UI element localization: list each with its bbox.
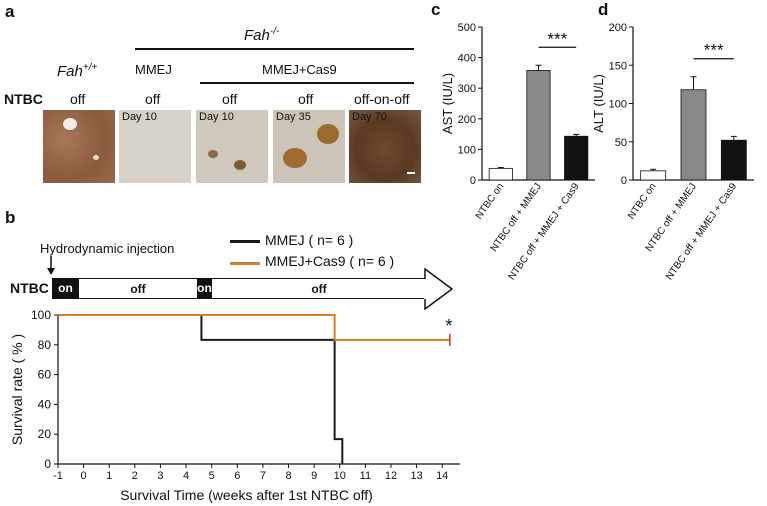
alt-y-tick-label: 0 [621, 175, 627, 187]
survival-x-tick-label: 4 [183, 470, 189, 482]
panel-a-letter: a [5, 2, 15, 21]
ast-y-tick-label: 400 [458, 53, 476, 65]
legend-label-mmej-cas9: MMEJ+Cas9 ( n= 6 ) [265, 253, 395, 269]
ast-category-label: NTBC off + MMEJ + Cas9 [506, 181, 581, 282]
ast-bar [564, 135, 589, 181]
alt-y-axis-title: ALT (IU/L) [591, 74, 606, 133]
alt-y-tick-label: 200 [609, 22, 627, 34]
alt-category-label: NTBC off + MMEJ + Cas9 [664, 181, 739, 282]
ast-y-tick-label: 100 [458, 144, 476, 156]
fah-ko-bracket [135, 48, 414, 50]
ast-significance-stars: *** [547, 29, 567, 48]
timeline-segment-off-2: off [212, 278, 426, 299]
condition-4: off [298, 91, 314, 107]
injection-label: Hydrodynamic injection [40, 241, 175, 256]
ntbc-row-label: NTBC [4, 91, 43, 107]
survival-x-axis-title: Survival Time (weeks after 1st NTBC off) [120, 487, 373, 503]
timeline-segment-off-1: off [79, 278, 197, 299]
condition-2: off [145, 91, 161, 107]
survival-x-tick-label: 5 [209, 470, 215, 482]
fah-ko-label: Fah-/- [244, 26, 280, 44]
survival-x-tick-label: 9 [311, 470, 317, 482]
survival-y-tick-label: 60 [38, 368, 52, 382]
alt-y-tick-label: 100 [609, 99, 627, 111]
condition-5: off-on-off [354, 91, 410, 107]
survival-x-tick-label: 0 [81, 470, 87, 482]
survival-line-mmej-cas9 [58, 314, 450, 341]
ast-y-tick-label: 300 [458, 83, 476, 95]
alt-bar [720, 139, 747, 181]
legend-swatch-mmej [230, 240, 260, 243]
survival-x-tick-label: 6 [234, 470, 240, 482]
condition-3: off [222, 91, 238, 107]
ast-y-tick-label: 200 [458, 114, 476, 126]
panel-b-letter: b [5, 208, 16, 227]
survival-x-tick-label: 1 [106, 470, 112, 482]
legend-label-mmej: MMEJ ( n= 6 ) [265, 232, 354, 248]
ast-category-label: NTBC on [474, 181, 507, 221]
ast-bar [526, 70, 551, 181]
histology-tile-wt [43, 110, 115, 183]
histology-tile-cas9-day10: Day 10 [196, 110, 268, 183]
ast-y-tick-label: 0 [470, 175, 476, 187]
mmej-group-label: MMEJ [135, 62, 172, 77]
timeline-ntbc-label: NTBC [10, 280, 49, 296]
survival-significance-star: * [445, 316, 452, 336]
legend-swatch-mmej-cas9 [230, 262, 260, 265]
fah-wt-label: Fah+/+ [57, 62, 98, 80]
ast-y-tick-label: 500 [458, 22, 476, 34]
survival-x-tick-label: 13 [410, 470, 422, 482]
timeline-segment-on-1: on [52, 278, 79, 299]
survival-y-axis-title: Survival rate ( % ) [9, 334, 25, 445]
survival-x-tick-label: 3 [157, 470, 163, 482]
timeline-arrowhead-icon [424, 268, 454, 310]
survival-x-tick-label: 10 [334, 470, 346, 482]
survival-x-tick-label: 2 [132, 470, 138, 482]
survival-x-tick-label: 12 [385, 470, 397, 482]
histology-tile-cas9-day35: Day 35 [273, 110, 345, 183]
histology-tile-mmej-day10: Day 10 [119, 110, 191, 183]
ast-bar [488, 167, 513, 181]
timeline-segment-on-2: on [197, 278, 212, 299]
ast-y-axis-title: AST (IU/L) [440, 73, 455, 134]
survival-y-tick-label: 100 [31, 308, 51, 322]
alt-bar [640, 170, 667, 181]
survival-x-tick-label: 7 [260, 470, 266, 482]
survival-x-tick-label: 11 [360, 470, 371, 482]
survival-line-mmej [58, 314, 344, 464]
mmej-cas9-group-label: MMEJ+Cas9 [262, 62, 337, 77]
alt-bar [680, 89, 707, 181]
survival-y-tick-label: 40 [38, 397, 52, 411]
alt-category-label: NTBC on [626, 181, 659, 221]
survival-y-tick-label: 80 [38, 338, 52, 352]
condition-1: off [70, 91, 86, 107]
survival-x-tick-label: 14 [436, 470, 448, 482]
alt-y-tick-label: 150 [609, 60, 627, 72]
histology-tile-cas9-day70: Day 70 [349, 110, 421, 183]
ast-panel-letter: c [431, 0, 440, 19]
alt-significance-stars: *** [704, 41, 724, 60]
alt-panel-letter: d [598, 0, 608, 19]
survival-y-tick-label: 20 [38, 427, 52, 441]
mmej-cas9-bracket [200, 82, 414, 84]
alt-y-tick-label: 50 [615, 137, 627, 149]
survival-y-tick-label: 0 [44, 457, 51, 471]
survival-x-tick-label: 8 [285, 470, 291, 482]
injection-arrow-icon [47, 256, 55, 275]
survival-x-tick-label: -1 [53, 470, 63, 482]
